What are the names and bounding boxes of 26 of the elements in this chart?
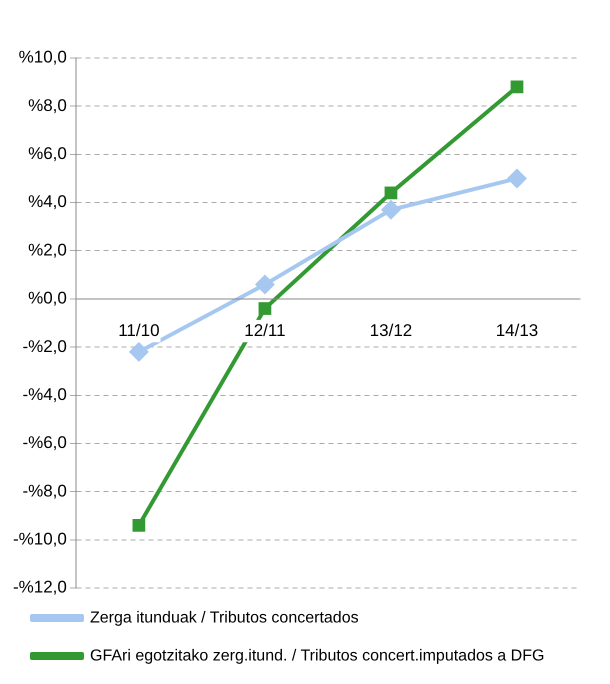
y-tick-label: -%2,0 [22,336,67,356]
y-tick-label: %0,0 [28,288,67,308]
point [384,186,398,200]
legend-label: Zerga itunduak / Tributos concertados [90,609,359,626]
point [132,519,146,532]
y-tick-label: -%6,0 [22,433,67,452]
x-tick-label: 13/12 [370,320,412,340]
y-tick-label: %10,0 [18,48,67,67]
y-tick-label: %6,0 [28,144,67,164]
x-tick-label: 14/13 [496,320,538,340]
x-tick-label: 11/10 [118,320,160,340]
legend-label: GFAri egotzitako zerg.itund. / Tributos concert.imputados a DFG [90,647,544,664]
point [258,302,272,315]
point [510,80,524,94]
y-tick-label: -%4,0 [22,384,67,404]
point [128,342,149,362]
y-tick-label: %4,0 [28,192,67,212]
x-tick-label: 12/11 [244,320,286,340]
y-tick-label: %2,0 [28,240,67,260]
y-tick-label: -%10,0 [12,530,67,549]
point [506,168,527,188]
point [380,200,401,220]
point [254,274,275,294]
y-tick-label: -%8,0 [22,481,67,500]
y-tick-label: %8,0 [28,96,67,115]
y-tick-label: -%12,0 [12,578,67,597]
